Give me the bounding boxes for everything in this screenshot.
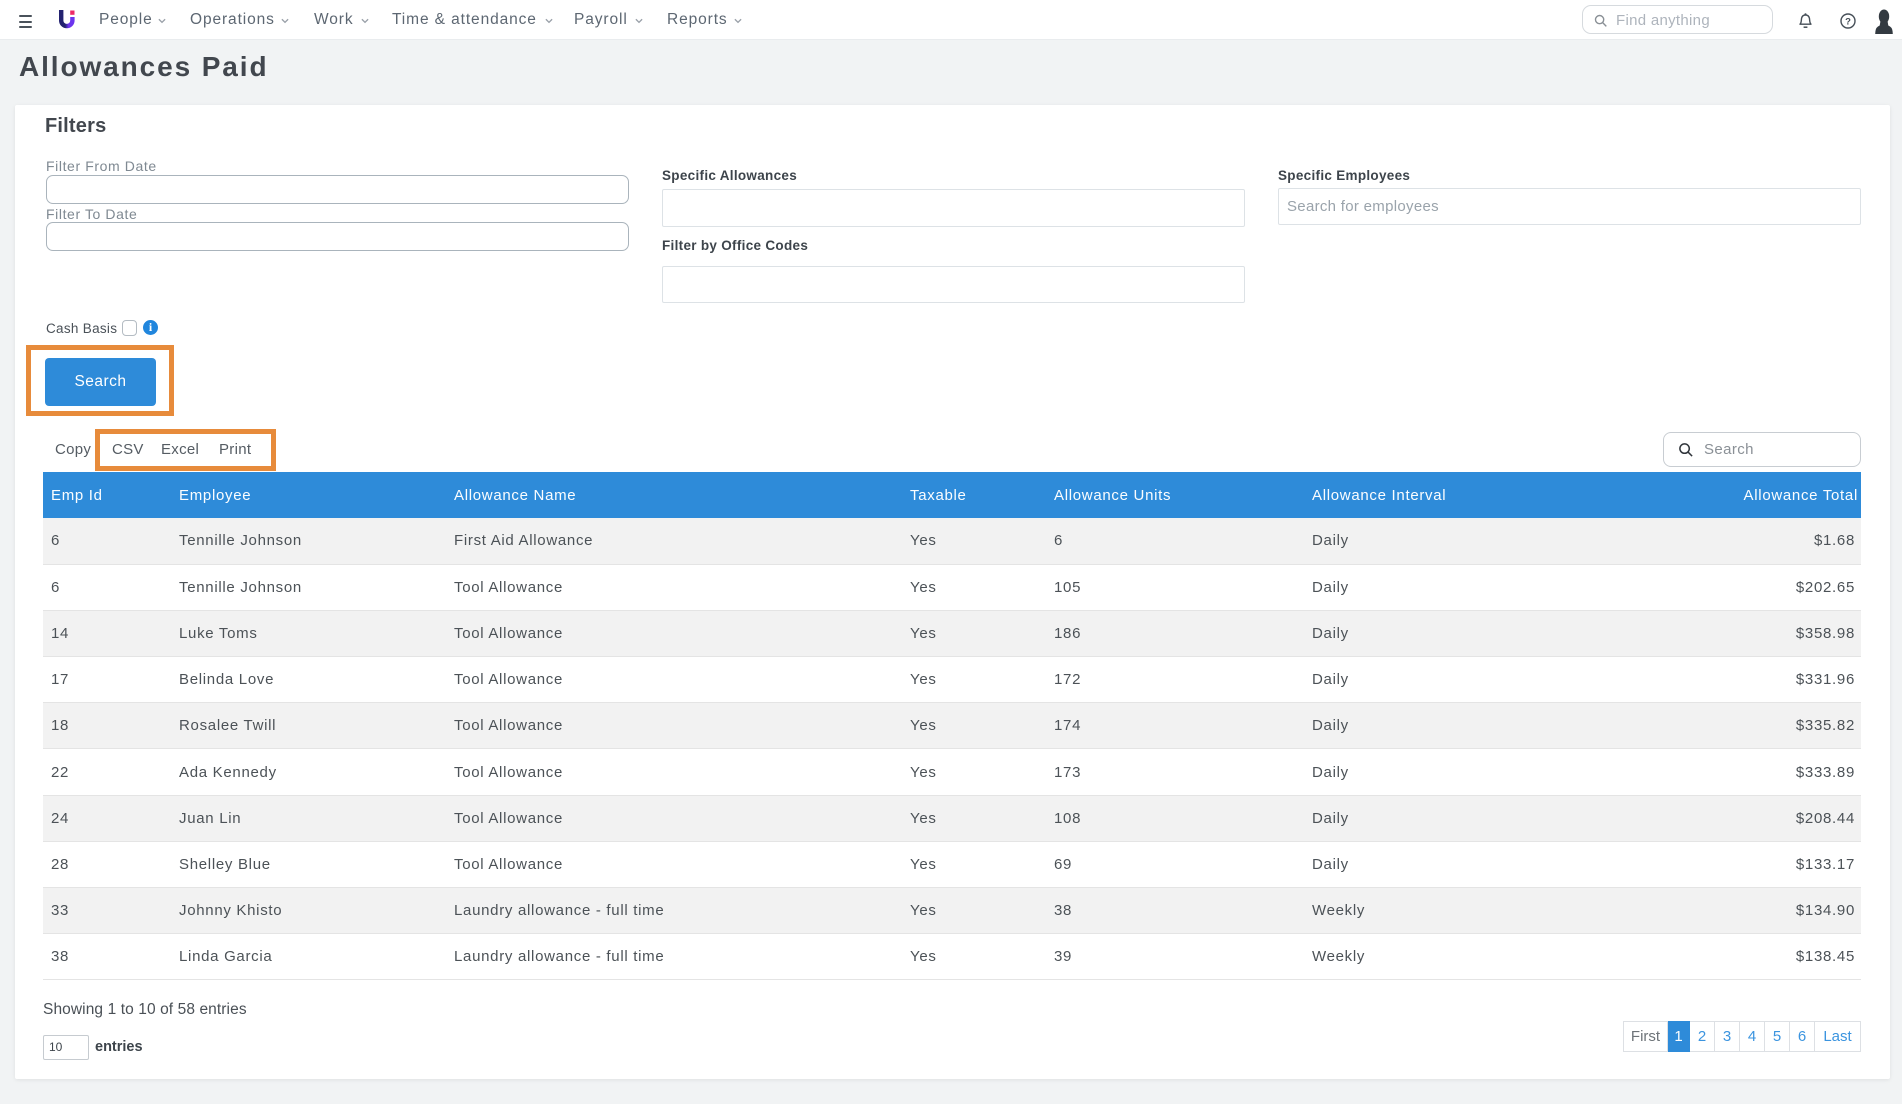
svg-text:?: ? <box>1845 17 1851 28</box>
